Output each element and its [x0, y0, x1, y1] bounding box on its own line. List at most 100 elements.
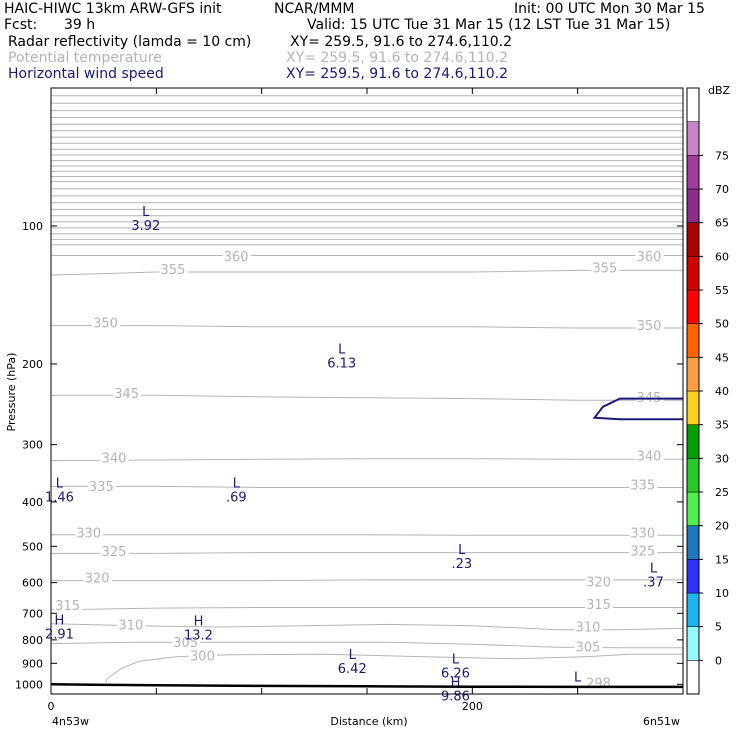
stratosphere-contour-band — [51, 95, 683, 246]
theta-label: 310 — [118, 619, 143, 634]
model-title: HAIC-HIWC 13km ARW-GFS init — [4, 1, 222, 17]
theta-label: 330 — [76, 526, 101, 541]
theta-label-bg — [172, 635, 201, 649]
extremum-value: 9.86 — [441, 689, 470, 704]
theta-label-bg — [83, 571, 112, 585]
colorbar-segment — [686, 222, 700, 257]
colorbar-segment — [686, 357, 700, 392]
colorbar-label: 70 — [715, 183, 729, 196]
theta-contour-340 — [50, 458, 683, 462]
y-tick-label: 500 — [22, 540, 43, 553]
colorbar-segment — [686, 289, 700, 324]
theta-contour-305 — [50, 641, 683, 649]
field-theta-xy: XY= 259.5, 91.6 to 274.6,110.2 — [286, 50, 508, 66]
y-tick-label: 100 — [22, 220, 43, 233]
colorbar-label: 0 — [715, 654, 722, 667]
y-axis: 100 200 300 400 500 600 700 800 900 1000 — [15, 220, 683, 691]
extremum-L: L — [142, 205, 150, 220]
theta-label: 360 — [637, 250, 662, 265]
y-tick-label: 900 — [22, 657, 43, 670]
theta-label: 355 — [592, 261, 617, 276]
colorbar: dBZ 0 5 10 15 20 25 30 35 40 45 50 55 60 65 70 75 — [686, 84, 731, 695]
theta-label: 325 — [102, 545, 127, 560]
colorbar-segment — [686, 660, 700, 695]
extremum-L: L — [650, 561, 658, 576]
theta-label: 305 — [173, 636, 198, 651]
colorbar-label: 40 — [715, 385, 729, 398]
theta-label-bg — [189, 649, 218, 663]
theta-label-bg — [222, 249, 251, 263]
extremum-L: L — [338, 343, 346, 358]
extremum-L: L — [233, 476, 241, 491]
colorbar-segment — [686, 424, 700, 459]
wind-contours — [592, 397, 683, 421]
theta-label: 320 — [85, 572, 110, 587]
theta-label: 298 — [586, 676, 611, 691]
terrain — [50, 683, 683, 689]
theta-label-bg — [113, 387, 142, 401]
colorbar-segment — [686, 390, 700, 425]
theta-label: 350 — [93, 317, 118, 332]
colorbar-label: 55 — [715, 284, 729, 297]
theta-label-bg — [159, 262, 188, 276]
colorbar-segment — [686, 155, 700, 190]
y-tick-label: 300 — [22, 439, 43, 452]
theta-label: 320 — [586, 576, 611, 591]
extremum-value: 2.91 — [45, 627, 74, 642]
y-axis-label: Pressure (hPa) — [5, 353, 18, 432]
theta-label-bg — [75, 526, 104, 540]
theta-label: 350 — [637, 319, 662, 334]
theta-label-bg — [54, 599, 83, 613]
theta-contour-350 — [51, 325, 683, 329]
theta-label: 315 — [586, 598, 611, 613]
extremum-value: 6.26 — [441, 666, 470, 681]
extremum-value: 6.42 — [338, 662, 367, 677]
terrain-line — [50, 683, 683, 689]
init-time: Init: 00 UTC Mon 30 Mar 15 — [514, 1, 705, 17]
extremum-value: 13.2 — [184, 629, 213, 644]
theta-contours — [50, 255, 684, 688]
colorbar-label: 20 — [715, 520, 729, 533]
colorbar-segment — [686, 256, 700, 291]
theta-label-bg — [574, 620, 603, 634]
y-tick-label: 200 — [22, 358, 43, 371]
y-tick-label: 800 — [22, 634, 43, 647]
theta-label-bg — [635, 249, 664, 263]
theta-contour-315 — [50, 607, 683, 611]
theta-contour-300 — [105, 653, 683, 683]
theta-label-bg — [92, 316, 121, 330]
theta-contour-335 — [51, 485, 683, 488]
wind-contour — [592, 397, 683, 421]
theta-label-bg — [629, 526, 658, 540]
extremum-value: 1.46 — [45, 490, 74, 505]
theta-label-bg — [100, 451, 129, 465]
theta-contour-325 — [51, 552, 683, 554]
x-tick-label: 200 — [462, 700, 483, 713]
x-right-location: 6n51w — [643, 715, 680, 728]
theta-label: 310 — [576, 621, 601, 636]
theta-label-bg — [635, 319, 664, 333]
theta-label: 325 — [630, 544, 655, 559]
colorbar-label: 30 — [715, 452, 729, 465]
y-tick-label: 700 — [22, 607, 43, 620]
theta-label: 330 — [630, 526, 655, 541]
x-axis: 0 200 — [48, 88, 684, 713]
colorbar-label: 45 — [715, 351, 729, 364]
colorbar-segment — [686, 491, 700, 526]
theta-label: 305 — [576, 641, 601, 656]
theta-label-bg — [629, 544, 658, 558]
theta-label: 355 — [161, 263, 186, 278]
theta-label: 340 — [637, 450, 662, 465]
extremum-L: L — [458, 543, 466, 558]
extremum-value: .37 — [643, 575, 664, 590]
extremum-value: .23 — [451, 557, 472, 572]
theta-label: 315 — [55, 599, 80, 614]
colorbar-label: 65 — [715, 217, 729, 230]
colorbar-label: 50 — [715, 318, 729, 331]
x-axis-label: Distance (km) — [330, 715, 407, 728]
colorbar-label: 5 — [715, 621, 722, 634]
extremum-H: H — [194, 615, 204, 630]
colorbar-label: 15 — [715, 553, 729, 566]
theta-label: 335 — [630, 478, 655, 493]
